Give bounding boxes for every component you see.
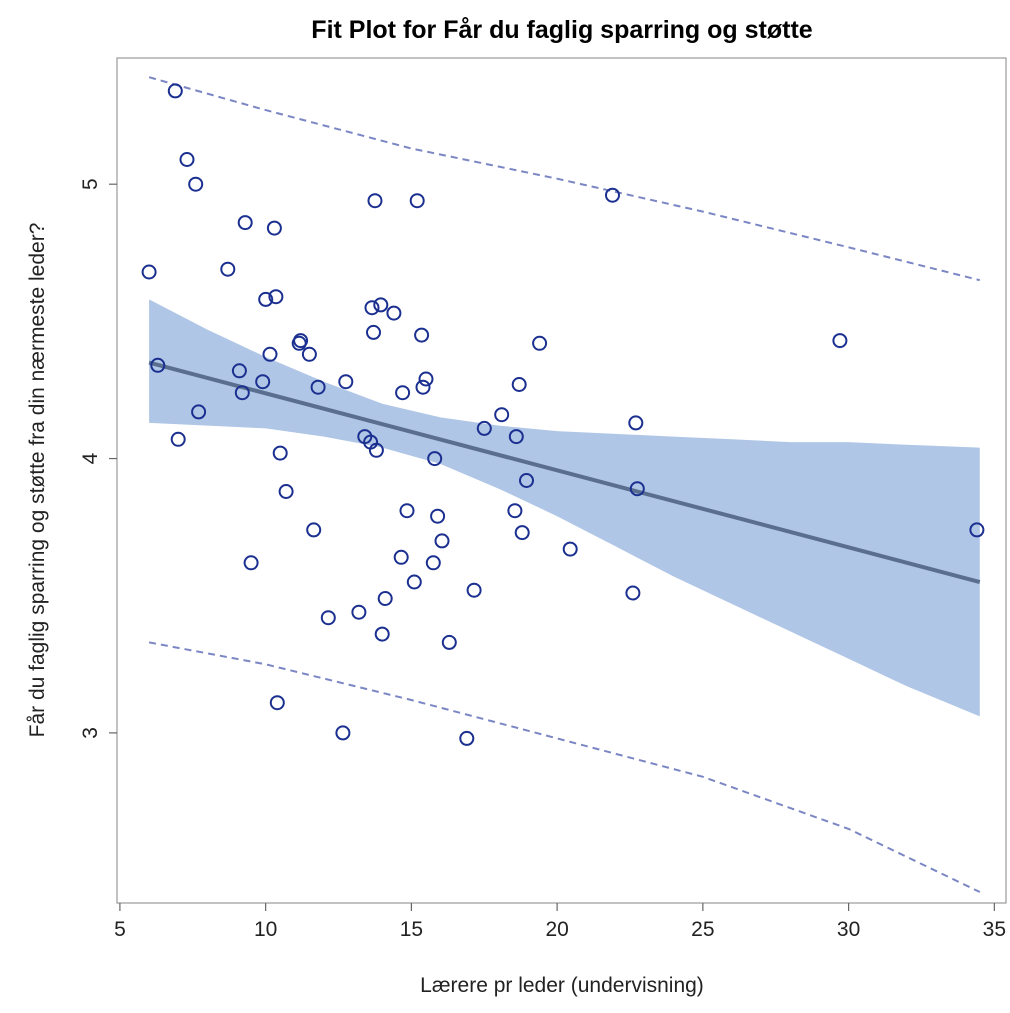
data-point — [170, 431, 186, 447]
y-axis-label: Får du faglig sparring og støtte fra din… — [26, 223, 49, 738]
x-tick-label: 25 — [691, 918, 714, 941]
data-point — [393, 549, 409, 565]
data-point — [532, 335, 548, 351]
data-point — [377, 591, 393, 606]
data-point — [459, 730, 475, 746]
data-point — [364, 300, 380, 316]
x-axis-label: Lærere pr leder (undervisning) — [420, 974, 704, 997]
data-point — [562, 541, 578, 557]
data-point — [507, 503, 523, 519]
data-point — [511, 377, 527, 392]
data-point — [395, 385, 411, 401]
data-point — [167, 83, 183, 99]
data-point — [269, 695, 285, 711]
confidence-band — [149, 299, 980, 717]
data-point — [338, 374, 354, 390]
data-point — [234, 385, 250, 401]
data-point — [278, 484, 294, 499]
plot-frame — [116, 57, 1007, 904]
data-point — [625, 585, 641, 601]
data-point — [466, 582, 482, 598]
x-tick-label: 20 — [545, 918, 568, 941]
data-point — [605, 187, 620, 203]
prediction-lower-limit — [148, 641, 981, 893]
data-point — [425, 555, 441, 571]
data-point — [366, 324, 381, 340]
data-point — [409, 193, 425, 209]
data-point — [255, 374, 271, 390]
y-tick-label: 3 — [79, 727, 102, 739]
data-point — [414, 327, 430, 343]
data-point — [335, 725, 351, 741]
data-point — [415, 379, 431, 395]
data-point — [310, 379, 326, 395]
data-point — [494, 407, 510, 423]
data-point — [320, 610, 336, 626]
data-point — [374, 626, 390, 642]
data-point — [427, 451, 443, 467]
y-axis: 3 4 5 — [79, 178, 117, 739]
fit-line — [148, 360, 981, 584]
data-point — [628, 415, 644, 431]
data-point — [434, 533, 450, 549]
data-point — [406, 574, 422, 590]
data-point — [272, 445, 288, 461]
data-points — [141, 83, 985, 746]
x-axis: 5 10 15 20 25 30 35 — [114, 903, 1006, 941]
data-point — [150, 357, 166, 373]
data-point — [373, 297, 389, 313]
data-point — [237, 215, 253, 231]
x-tick-label: 5 — [114, 918, 126, 941]
data-point — [258, 291, 274, 307]
data-point — [519, 473, 534, 488]
data-point — [293, 333, 309, 349]
data-point — [430, 508, 446, 524]
data-point — [508, 429, 524, 445]
data-point — [266, 220, 282, 236]
data-point — [476, 420, 492, 436]
plot-area — [141, 76, 985, 893]
data-point — [969, 522, 985, 538]
data-point — [268, 289, 284, 305]
data-point — [418, 371, 434, 387]
data-point — [441, 634, 457, 650]
data-point — [399, 503, 415, 519]
data-point — [367, 193, 383, 209]
data-point — [243, 555, 259, 571]
x-tick-label: 30 — [837, 918, 860, 941]
data-point — [141, 264, 157, 280]
y-tick-label: 4 — [79, 452, 102, 464]
chart-title: Fit Plot for Får du faglig sparring og s… — [311, 16, 812, 44]
data-point — [220, 261, 236, 277]
data-point — [629, 481, 645, 497]
data-point — [514, 525, 530, 541]
data-point — [351, 604, 367, 620]
data-point — [262, 346, 278, 362]
data-point — [179, 152, 195, 167]
data-point — [191, 404, 207, 420]
data-point — [832, 333, 848, 349]
data-point — [231, 363, 247, 379]
data-point — [301, 346, 317, 362]
prediction-upper-limit — [148, 76, 981, 282]
data-point — [306, 522, 322, 538]
x-tick-label: 10 — [254, 918, 277, 941]
data-point — [368, 442, 384, 458]
x-tick-label: 35 — [983, 918, 1006, 941]
data-point — [188, 176, 204, 192]
y-tick-label: 5 — [79, 178, 102, 190]
x-tick-label: 15 — [400, 918, 423, 941]
data-point — [386, 305, 402, 321]
